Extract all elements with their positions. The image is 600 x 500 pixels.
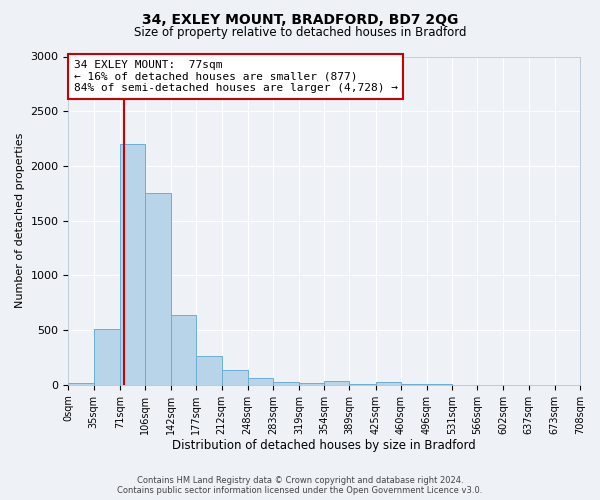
Bar (120, 144, 145, 385)
Bar (221, 370, 248, 385)
Y-axis label: Number of detached properties: Number of detached properties (15, 133, 25, 308)
Bar (427, 384, 452, 385)
Bar (196, 356, 221, 385)
Bar (171, 315, 196, 385)
Bar (376, 382, 401, 385)
Text: 34 EXLEY MOUNT:  77sqm
← 16% of detached houses are smaller (877)
84% of semi-de: 34 EXLEY MOUNT: 77sqm ← 16% of detached … (74, 60, 398, 93)
Bar (401, 384, 427, 385)
Bar (248, 378, 273, 385)
X-axis label: Distribution of detached houses by size in Bradford: Distribution of detached houses by size … (172, 440, 476, 452)
Bar (68, 382, 94, 385)
Bar (349, 384, 376, 385)
Bar (145, 194, 171, 385)
Bar (94, 329, 120, 385)
Text: 34, EXLEY MOUNT, BRADFORD, BD7 2QG: 34, EXLEY MOUNT, BRADFORD, BD7 2QG (142, 12, 458, 26)
Bar (324, 381, 349, 385)
Bar (273, 382, 299, 385)
Bar (299, 383, 324, 385)
Text: Size of property relative to detached houses in Bradford: Size of property relative to detached ho… (134, 26, 466, 39)
Text: Contains HM Land Registry data © Crown copyright and database right 2024.
Contai: Contains HM Land Registry data © Crown c… (118, 476, 482, 495)
